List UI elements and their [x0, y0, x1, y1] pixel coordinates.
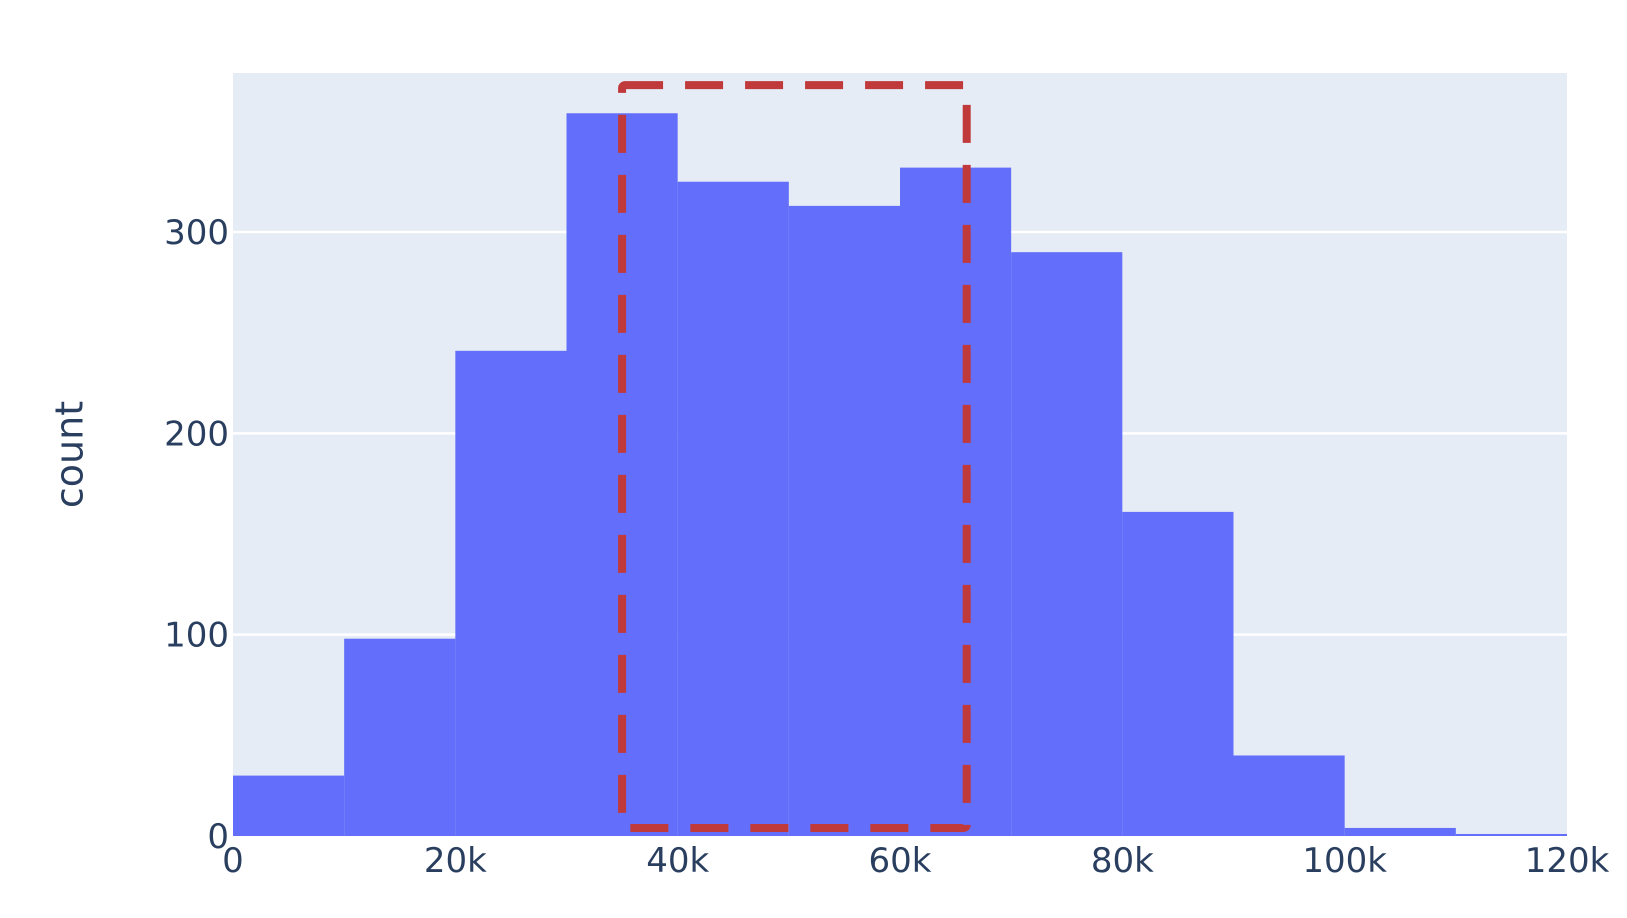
x-tick-label: 80k — [1091, 841, 1154, 881]
histogram-bar — [233, 775, 345, 836]
x-axis-ticks: 0 20k 40k 60k 80k 100k 120k — [222, 841, 1609, 881]
x-tick-label: 40k — [646, 841, 709, 881]
x-tick-label: 20k — [424, 841, 487, 881]
y-tick-label: 100 — [164, 616, 229, 656]
histogram-bar — [1344, 827, 1456, 836]
x-tick-label: 60k — [869, 841, 932, 881]
histogram-bar — [900, 167, 1012, 836]
histogram-bar — [1233, 755, 1345, 836]
histogram-bars — [233, 113, 1567, 837]
y-tick-label: 300 — [164, 213, 229, 253]
histogram-bar — [455, 350, 567, 836]
y-tick-label: 0 — [207, 817, 229, 857]
x-tick-label: 0 — [222, 841, 244, 881]
histogram-bar — [1455, 833, 1567, 836]
histogram-bar — [788, 205, 900, 836]
y-axis-ticks: 0 100 200 300 — [164, 213, 229, 857]
x-tick-label: 100k — [1302, 841, 1387, 881]
x-tick-label: 120k — [1525, 841, 1610, 881]
y-tick-label: 200 — [164, 414, 229, 454]
y-axis-title: count — [48, 401, 92, 508]
histogram-bar — [677, 181, 789, 836]
histogram-bar — [1011, 252, 1123, 837]
histogram-bar — [344, 638, 456, 836]
histogram-bar — [1122, 511, 1234, 836]
